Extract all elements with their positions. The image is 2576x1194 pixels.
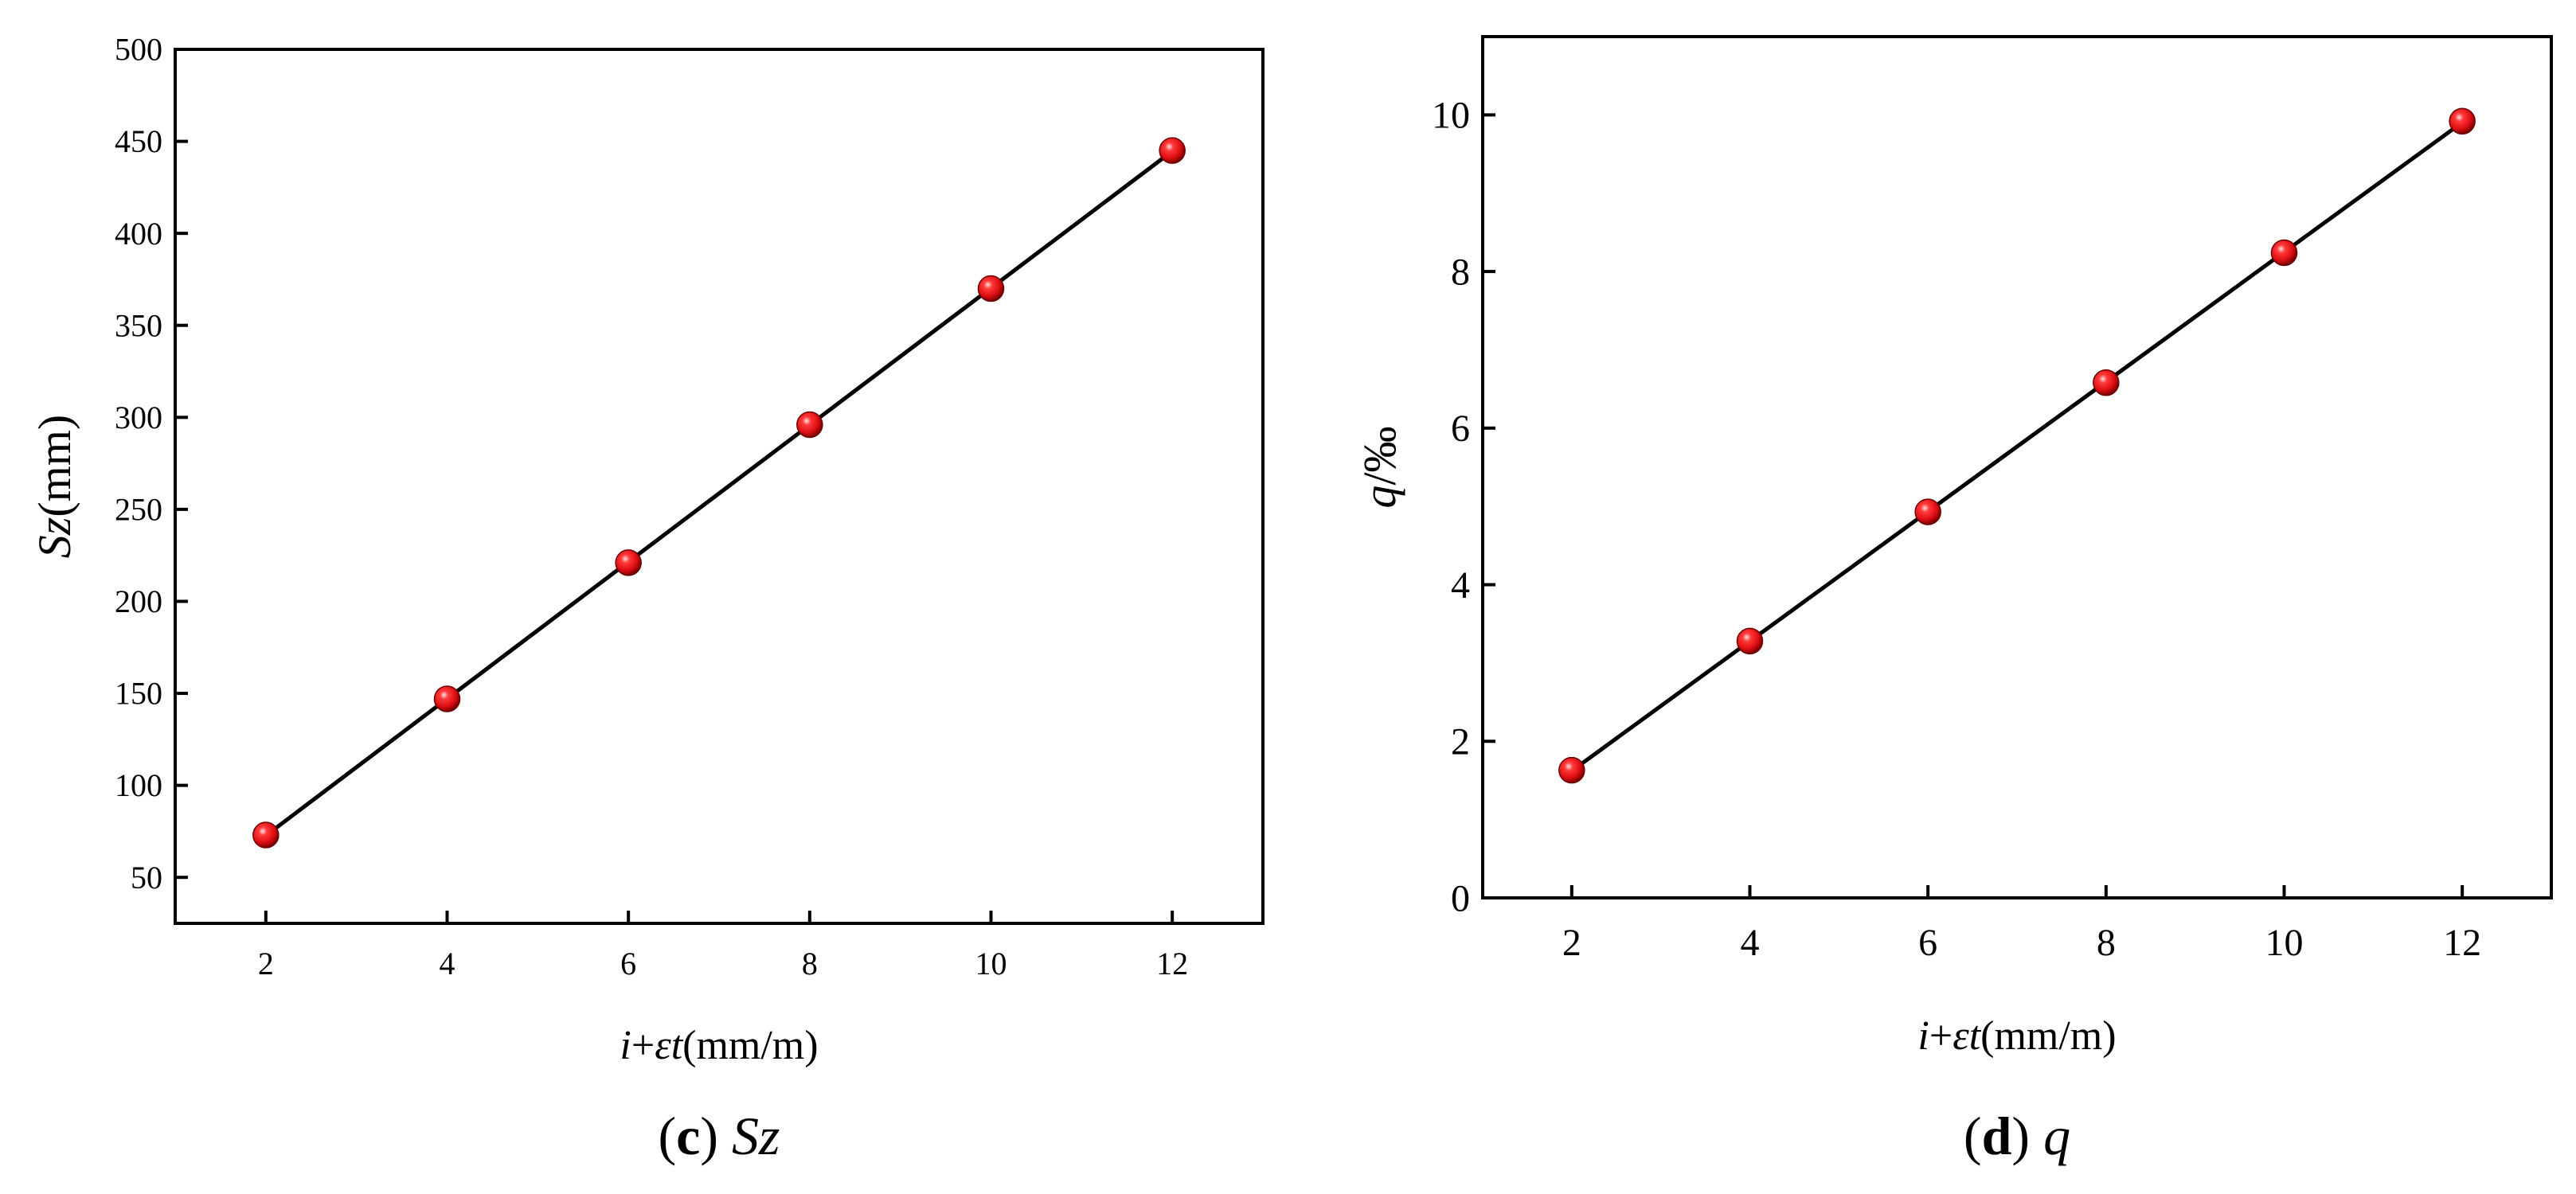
- data-point-c-6: [615, 549, 642, 576]
- data-point-d-6: [1914, 498, 1941, 525]
- y-tick-label-d-8: 8: [1451, 251, 1470, 293]
- data-point-d-8: [2093, 369, 2120, 396]
- x-tick-label-c-10: 10: [975, 946, 1007, 981]
- x-tick-label-d-8: 8: [2097, 922, 2116, 964]
- plot-frame-c: [174, 48, 1265, 925]
- x-tick-label-d-10: 10: [2265, 922, 2304, 964]
- y-tick-label-d-10: 10: [1432, 95, 1470, 137]
- y-axis-label-c: Sz(mm): [29, 415, 80, 558]
- data-point-c-4: [433, 685, 461, 712]
- x-tick-label-c-6: 6: [620, 946, 636, 981]
- plot-frame-d: [1481, 35, 2553, 899]
- x-tick-label-d-6: 6: [1918, 922, 1937, 964]
- marks-c: 2 4 6 8 10 12 50 100 150 200 250 300 350 400 450 500: [115, 32, 1188, 981]
- y-tick-label-c-100: 100: [115, 767, 162, 803]
- data-point-c-2: [252, 821, 279, 849]
- x-tick-label-c-12: 12: [1156, 946, 1188, 981]
- x-axis-label-c: i+εt(mm/m): [620, 1023, 818, 1068]
- y-tick-label-c-450: 450: [115, 123, 162, 159]
- y-tick-label-c-250: 250: [115, 491, 162, 527]
- y-tick-label-d-6: 6: [1451, 408, 1470, 450]
- data-point-c-12: [1159, 137, 1186, 164]
- data-point-d-2: [1558, 756, 1585, 784]
- fit-line-d: [1570, 120, 2464, 773]
- y-tick-label-d-2: 2: [1451, 721, 1470, 763]
- caption-c: (c) Sz: [659, 1106, 780, 1166]
- data-point-d-10: [2270, 239, 2298, 267]
- x-axis-label-d: i+εt(mm/m): [1917, 1013, 2116, 1059]
- chart-c: 2 4 6 8 10 12 50 100 150 200 250 300 350 400 450 500 Sz…: [29, 32, 1265, 1166]
- marks-d: 2 4 6 8 10 12 0 2 4 6 8 10: [1432, 95, 2481, 964]
- y-axis-label-d: q/‰: [1354, 426, 1405, 508]
- data-point-d-4: [1736, 627, 1764, 655]
- data-point-c-8: [796, 411, 823, 439]
- x-tick-label-c-4: 4: [440, 946, 455, 981]
- x-tick-label-d-2: 2: [1562, 922, 1581, 964]
- caption-d: (d) q: [1964, 1106, 2070, 1166]
- y-tick-label-c-150: 150: [115, 676, 162, 712]
- x-tick-label-d-12: 12: [2443, 922, 2481, 964]
- y-tick-label-d-0: 0: [1451, 877, 1470, 919]
- x-tick-label-c-8: 8: [802, 946, 818, 981]
- y-tick-label-d-4: 4: [1451, 564, 1470, 607]
- y-tick-label-c-350: 350: [115, 307, 162, 343]
- chart-d: 2 4 6 8 10 12 0 2 4 6 8 10 q/‰ i+εt(mm/m) (d) q: [1354, 35, 2553, 1166]
- data-point-d-12: [2449, 107, 2476, 135]
- y-tick-label-c-300: 300: [115, 400, 162, 435]
- y-tick-label-c-50: 50: [131, 860, 162, 896]
- data-point-c-10: [977, 275, 1005, 302]
- y-tick-label-c-500: 500: [115, 32, 162, 68]
- fit-line-c: [264, 149, 1174, 837]
- x-tick-label-c-2: 2: [258, 946, 274, 981]
- y-tick-label-c-200: 200: [115, 583, 162, 619]
- x-tick-label-d-4: 4: [1741, 922, 1760, 964]
- y-tick-label-c-400: 400: [115, 216, 162, 252]
